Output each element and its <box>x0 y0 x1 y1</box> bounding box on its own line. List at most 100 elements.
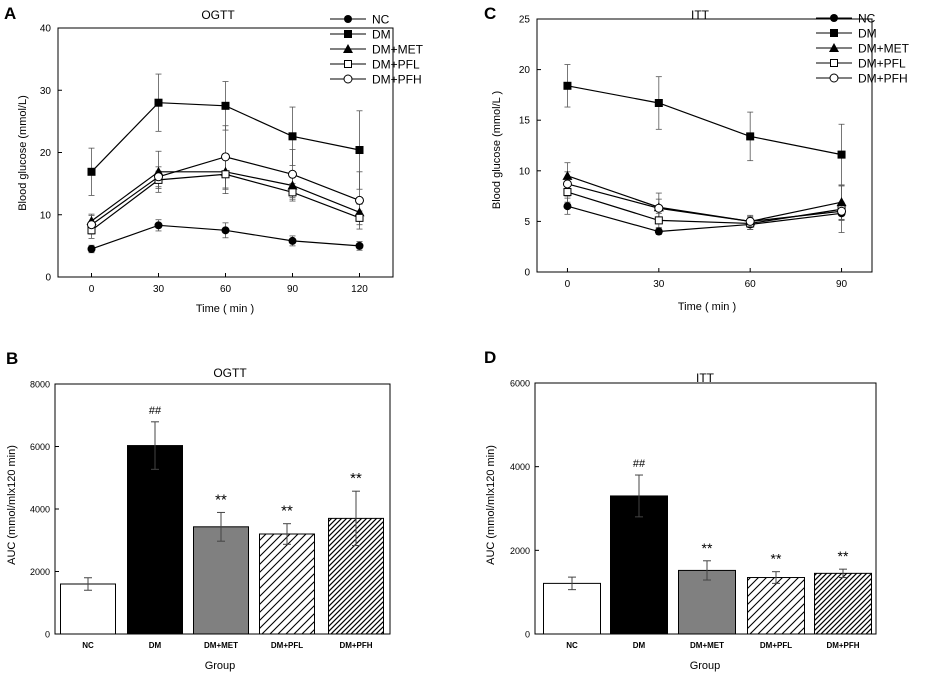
x-axis-label: Group <box>690 660 721 672</box>
significance-label: ** <box>702 540 713 556</box>
x-tick-label: 90 <box>287 284 299 295</box>
data-point <box>288 169 297 179</box>
panel-d: D ITT AUC (mmol/mlx120 min) Group 0 2000 4… <box>484 348 877 672</box>
bar <box>747 577 805 635</box>
series-line <box>567 183 842 223</box>
legend-label: NC <box>858 12 876 26</box>
legend-marker <box>343 74 353 84</box>
chart-title: OGTT <box>213 366 247 380</box>
error-bar <box>352 490 360 547</box>
error-bar <box>839 568 847 579</box>
data-point <box>221 101 230 110</box>
legend-marker <box>344 60 352 68</box>
significance-label: ## <box>149 405 162 417</box>
significance-label: ** <box>771 551 782 567</box>
data-point <box>654 203 664 213</box>
x-tick-label: 120 <box>351 284 368 295</box>
bar <box>610 495 668 635</box>
data-point <box>745 216 755 226</box>
legend-item: NC <box>330 13 390 27</box>
data-point <box>836 197 847 207</box>
data-point <box>288 236 297 245</box>
x-tick-label: 60 <box>745 279 757 290</box>
data-point <box>355 241 364 250</box>
legend-item: DM+PFH <box>816 72 908 86</box>
significance-label: ** <box>281 503 293 520</box>
legend-item: DM+PFH <box>330 73 422 87</box>
y-tick-label: 30 <box>40 86 52 97</box>
legend-label: DM+PFH <box>858 72 908 86</box>
y-axis-label: AUC (mmol/mlx120 min) <box>485 445 497 565</box>
y-tick-label: 8000 <box>30 380 50 390</box>
y-tick-label: 40 <box>40 24 52 35</box>
bar <box>127 445 183 635</box>
bar <box>543 582 601 635</box>
data-point <box>154 172 163 182</box>
panel-c: C ITT Blood glucose (mmol/L ) Time ( min… <box>484 4 910 313</box>
data-point <box>563 188 572 197</box>
legend-item: DM <box>816 27 877 41</box>
y-tick-label: 10 <box>40 210 52 221</box>
legend-marker <box>830 14 838 22</box>
legend-marker <box>830 29 838 37</box>
legend-marker <box>343 44 353 53</box>
error-bar <box>703 560 711 581</box>
legend-label: DM+MET <box>858 42 910 56</box>
x-tick-label: DM+MET <box>204 641 238 650</box>
x-tick-label: 60 <box>220 284 232 295</box>
data-point <box>355 213 364 222</box>
legend-label: DM+PFL <box>372 58 420 72</box>
x-axis-label: Time ( min ) <box>678 301 736 313</box>
x-tick-label: DM <box>149 641 162 650</box>
x-tick-label: DM <box>633 641 646 650</box>
data-point <box>87 220 96 230</box>
panel-b: B OGTT AUC (mmol/mlx120 min) Group 0 2000… <box>6 349 391 672</box>
bar <box>60 583 116 635</box>
data-point <box>221 152 230 162</box>
significance-label: ## <box>633 458 646 470</box>
legend-label: DM+PFH <box>372 73 422 87</box>
data-point <box>562 170 573 180</box>
significance-label: ** <box>215 491 227 508</box>
x-tick-label: 90 <box>836 279 848 290</box>
legend-item: NC <box>816 12 876 26</box>
chart-title: ITT <box>696 371 715 385</box>
data-point <box>154 98 163 107</box>
x-tick-label: DM+PFH <box>826 641 859 650</box>
y-tick-label: 2000 <box>30 567 50 577</box>
y-tick-label: 4000 <box>510 462 530 472</box>
legend-marker <box>829 43 839 52</box>
data-point <box>154 221 163 230</box>
legend-label: NC <box>372 13 390 27</box>
error-bar <box>635 474 643 518</box>
x-tick-label: DM+MET <box>690 641 724 650</box>
data-point <box>221 170 230 179</box>
legend-item: DM+PFL <box>816 57 906 71</box>
error-bar <box>84 577 92 591</box>
data-point <box>355 146 364 155</box>
data-point <box>87 244 96 253</box>
legend-marker <box>344 15 352 23</box>
y-tick-label: 4000 <box>30 505 50 515</box>
legend-label: DM+PFL <box>858 57 906 71</box>
y-tick-label: 0 <box>45 630 50 640</box>
legend-label: DM <box>858 27 877 41</box>
series-line <box>567 205 842 233</box>
y-tick-label: 6000 <box>510 379 530 389</box>
x-tick-label: DM+PFL <box>271 641 303 650</box>
plot-frame <box>536 18 873 273</box>
series-line <box>567 85 842 156</box>
y-tick-label: 2000 <box>510 546 530 556</box>
legend-item: DM+MET <box>816 42 910 56</box>
legend-marker <box>344 30 352 38</box>
y-tick-label: 25 <box>519 15 531 26</box>
data-point <box>837 150 846 159</box>
x-axis-label: Group <box>205 660 236 672</box>
y-tick-label: 0 <box>525 630 530 640</box>
x-tick-label: 30 <box>653 279 665 290</box>
x-tick-label: NC <box>82 641 94 650</box>
error-bar <box>568 576 576 591</box>
data-point <box>654 216 663 225</box>
